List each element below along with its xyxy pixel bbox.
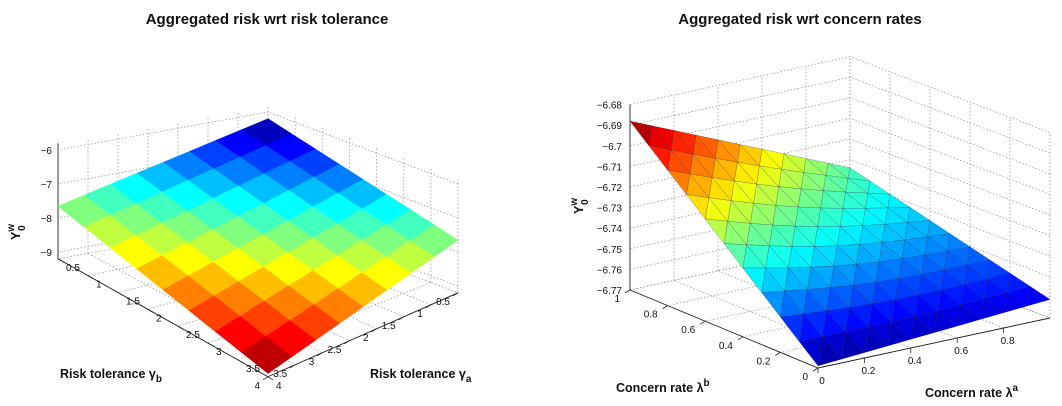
plot1-tick-labels: 0.511.522.533.540.511.522.533.54−9−8−7−6 [41, 146, 459, 392]
plot1-y-tick-label: 3 [309, 357, 315, 368]
plot1-y-tick-label: 4 [254, 381, 260, 392]
plot1-xlabel: Risk tolerance γa [370, 367, 472, 385]
plot1-y-tick-label: 1.5 [382, 321, 396, 332]
plot1-x-tick [117, 292, 124, 296]
plot2-surface-patch [887, 193, 911, 209]
plot2-grid-line [629, 241, 851, 291]
plot1-x-tick-label: 1.5 [126, 297, 140, 308]
plot1-x-tick [267, 376, 274, 381]
plot1-x-tick [237, 359, 244, 364]
plot1-y-tick-label: 0.5 [436, 297, 450, 308]
plot1-x-tick [177, 325, 184, 330]
plot1-y-tick [452, 292, 459, 297]
plot2-z-tick-label: −6.76 [597, 265, 623, 276]
surface-plot-concern-rates: Aggregated risk wrt concern rates 0 0.2 0.… [569, 11, 1051, 400]
plot1-x-tick-label: 2.5 [186, 330, 200, 341]
plot1-y-tick-label: 2.5 [328, 345, 342, 356]
plot2-z-tick-label: −6.72 [597, 183, 623, 194]
plot2-grid-line [673, 280, 865, 359]
plot2-tick-labels: 0 0.2 0.4 0.6 0.8 0 0.2 0.4 0.6 0.8 1−6.77 −6.76 −6.… [597, 101, 1015, 387]
plot2-z-tick-label: −6.74 [597, 224, 623, 235]
plot1-y-tick-label: 2 [363, 333, 369, 344]
plot2-y-tick [699, 320, 706, 325]
plot2-surface-patch [723, 243, 747, 269]
plot1-z-tick-label: −7 [41, 180, 53, 191]
plot1-grid-line [57, 111, 459, 185]
plot2-surface-patch [704, 218, 728, 244]
plot2-ylabel: Concern rate λb [616, 378, 710, 395]
plot1-y-tick [344, 340, 350, 345]
plot1-y-tick [425, 304, 432, 309]
plot1-zlabel: Yw0 [6, 224, 28, 240]
plot2-y-tick-label: 0 [802, 372, 808, 383]
plot1-x-tick-label: 2 [156, 313, 162, 324]
plot2-surface-patch [685, 194, 710, 220]
plot2-grid-line [667, 256, 891, 306]
plot1-x-tick-label: 0.5 [66, 263, 80, 274]
plot2-surface-patch [761, 290, 785, 318]
plot2-surface-patch [780, 313, 804, 342]
plot2-surface [629, 120, 1051, 367]
plot1-x-tick [147, 309, 154, 313]
plot2-x-tick-label: 0.4 [908, 356, 922, 367]
plot1-title: Aggregated risk wrt risk tolerance [146, 11, 389, 28]
plot1-y-tick-label: 3.5 [273, 369, 287, 380]
plot2-surface-patch [629, 120, 653, 147]
plot2-surface-patch [742, 267, 766, 293]
plot2-grid-line [629, 159, 1051, 236]
plot2-xlabel: Concern rate λa [925, 383, 1019, 400]
plot1-ylabel: Risk tolerance γb [60, 367, 162, 385]
plot2-y-tick [624, 289, 631, 294]
plot1-x-tick-label: 4 [276, 381, 282, 392]
plot2-z-tick-label: −6.71 [597, 162, 623, 173]
plot1-y-tick [262, 376, 269, 381]
plot2-zlabel: Yw0 [569, 198, 591, 214]
plot2-z-tick-label: −6.73 [597, 204, 623, 215]
plot2-y-tick-label: 0.2 [756, 356, 770, 367]
plot2-surface-patch [798, 336, 823, 367]
plot2-y-tick-label: 0.4 [719, 341, 733, 352]
plot2-surface-patch [907, 207, 931, 223]
plot2-y-tick [662, 305, 668, 309]
plot2-surface-patch [867, 180, 891, 195]
plot2-z-tick-label: −6.75 [597, 245, 623, 256]
plot1-x-tick-label: 3 [216, 347, 222, 358]
plot1-x-tick-label: 3.5 [246, 364, 260, 375]
plot2-x-tick-label: 0.8 [1001, 336, 1015, 347]
plot1-y-tick [317, 352, 323, 357]
plot1-x-tick [207, 342, 214, 347]
plot2-title: Aggregated risk wrt concern rates [678, 11, 921, 28]
plot2-surface-patch [648, 145, 672, 171]
plot1-y-tick-label: 1 [417, 309, 423, 320]
plot1-z-tick-label: −6 [41, 146, 53, 157]
plot2-z-tick-label: −6.7 [602, 142, 622, 153]
plot2-x-tick-label: 0.6 [954, 346, 968, 357]
plot2-y-tick [775, 352, 781, 356]
plot1-x-tick [57, 258, 64, 263]
plot2-z-tick-label: −6.69 [597, 121, 623, 132]
plot2-x-tick-label: 0.2 [861, 366, 875, 377]
plot2-z-tick-label: −6.68 [597, 101, 623, 112]
plot1-y-tick [371, 328, 377, 333]
plot2-y-tick-label: 0.6 [681, 325, 695, 336]
plot1-surface-patch [241, 336, 293, 374]
plot2-grid-line [629, 56, 1051, 133]
plot2-z-tick-label: −6.77 [597, 286, 623, 297]
plot1-y-tick [289, 364, 296, 369]
surface-plot-risk-tolerance: Aggregated risk wrt risk tolerance 0.5 1 1… [6, 11, 472, 392]
plot2-y-tick-label: 0.8 [644, 310, 658, 321]
plot1-x-tick [87, 275, 94, 280]
plot1-z-tick-label: −8 [41, 214, 53, 225]
plot2-y-tick-label: 1 [614, 294, 620, 305]
plot2-y-tick [812, 367, 819, 372]
plot1-surface [57, 118, 459, 374]
plot2-surface-patch [667, 169, 691, 195]
plot1-z-tick-label: −9 [41, 248, 53, 259]
plot1-y-tick [398, 316, 404, 321]
plot2-y-tick [737, 336, 744, 341]
plot2-x-tick-label: 0 [819, 376, 825, 387]
plot1-x-tick-label: 1 [96, 280, 102, 291]
